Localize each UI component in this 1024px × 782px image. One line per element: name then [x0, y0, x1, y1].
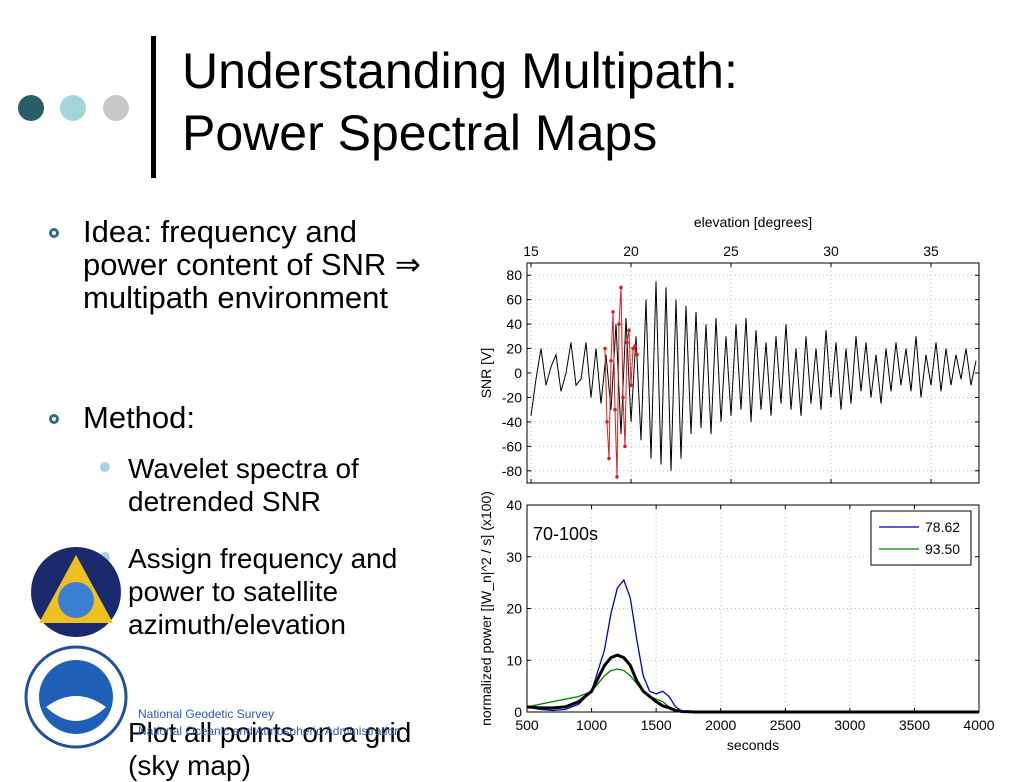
deco-dot — [103, 95, 129, 121]
data-line — [526, 578, 979, 713]
x-tick-label: 35 — [923, 243, 939, 259]
x-tick-label: 3500 — [899, 717, 930, 733]
y-tick-label: 20 — [506, 341, 522, 357]
y-tick-label: 40 — [506, 316, 522, 332]
data-point — [627, 328, 631, 333]
y-tick-label: 30 — [506, 549, 522, 565]
y-tick-label: 0 — [514, 365, 522, 381]
title-line: Power Spectral Maps — [182, 105, 658, 161]
annotation: 70-100s — [533, 524, 598, 544]
deco-dot — [60, 95, 86, 121]
x-tick-label: 20 — [623, 243, 639, 259]
x-tick-label: 2000 — [705, 717, 736, 733]
data-point — [617, 322, 621, 326]
noaa-logo — [24, 645, 128, 749]
slide-title: Understanding Multipath: Power Spectral … — [182, 40, 738, 164]
x-axis-label: seconds — [727, 737, 779, 753]
data-point — [607, 456, 611, 461]
x-tick-label: 30 — [823, 243, 839, 259]
data-point — [615, 475, 619, 479]
x-tick-label: 1500 — [641, 717, 672, 733]
logo-bird — [46, 696, 106, 721]
bullet-marker — [100, 462, 110, 472]
y-tick-label: 10 — [506, 652, 522, 668]
data-point — [621, 395, 625, 400]
data-point — [611, 310, 615, 314]
x-tick-label: 1000 — [576, 717, 607, 733]
data-point — [625, 340, 629, 345]
title-line: Understanding Multipath: — [182, 43, 738, 99]
deco-dot — [18, 95, 44, 121]
x-tick-label: 25 — [723, 243, 739, 259]
data-point — [633, 344, 637, 348]
plot-frame — [526, 262, 980, 484]
logo-text: National Oceanic and Atmospheric Adminis… — [138, 724, 401, 738]
data-point — [623, 444, 627, 449]
x-tick-label: 15 — [523, 243, 539, 259]
bullet: Method: — [83, 400, 196, 435]
sub-bullet: Wavelet spectra of detrended SNR — [128, 453, 359, 517]
x-tick-label: 3000 — [834, 717, 865, 733]
legend-label: 78.62 — [925, 519, 960, 535]
plot-frame — [526, 504, 980, 713]
data-point — [635, 352, 639, 357]
bullet-marker — [100, 552, 110, 562]
bullet: Idea: frequency and power content of SNR… — [83, 214, 421, 315]
bullet-marker — [49, 414, 59, 424]
logo-text: National Geodetic Survey — [138, 707, 275, 721]
x-tick-label: 4000 — [963, 717, 994, 733]
y-tick-label: -80 — [502, 463, 522, 479]
y-tick-label: -60 — [502, 438, 522, 454]
legend-label: 93.50 — [925, 541, 960, 557]
legend-box — [870, 510, 972, 566]
y-tick-label: 80 — [506, 267, 522, 283]
y-tick-label: 60 — [506, 292, 522, 308]
y-tick-label: 20 — [506, 601, 522, 617]
y-tick-label: -20 — [502, 389, 522, 405]
x-tick-label: 500 — [515, 717, 539, 733]
sub-bullet: Plot all points on a grid (sky map) — [128, 717, 412, 781]
x-tick-label: 2500 — [770, 717, 801, 733]
y-tick-label: 40 — [506, 497, 522, 513]
data-point — [603, 346, 607, 351]
data-point — [619, 285, 623, 290]
y-tick-label: 0 — [514, 704, 522, 720]
bullet-marker — [49, 228, 59, 238]
title-rule — [151, 36, 156, 178]
logo-globe — [58, 582, 94, 618]
data-line — [526, 653, 979, 714]
data-point — [631, 346, 635, 351]
y-axis-label: normalized power [|W_n|^2 / s] (x100) — [478, 491, 494, 726]
data-point — [609, 358, 613, 363]
data-point — [613, 407, 617, 412]
y-axis-label: SNR [V] — [478, 348, 494, 399]
sub-bullet: Assign frequency and power to satellite … — [128, 543, 398, 640]
data-point — [629, 383, 633, 388]
data-point — [605, 420, 609, 424]
y-tick-label: -40 — [502, 414, 522, 430]
ngs-logo — [31, 547, 121, 637]
x-axis-label: elevation [degrees] — [694, 214, 812, 230]
